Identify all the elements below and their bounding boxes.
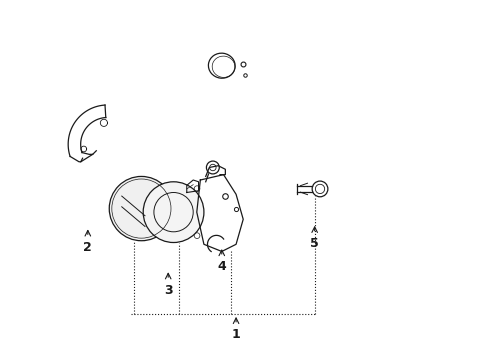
Text: 2: 2 bbox=[83, 241, 92, 254]
Text: 4: 4 bbox=[218, 260, 226, 273]
Text: 3: 3 bbox=[164, 284, 172, 297]
Circle shape bbox=[109, 176, 173, 241]
Circle shape bbox=[143, 182, 204, 243]
Text: 5: 5 bbox=[310, 237, 319, 250]
Text: 1: 1 bbox=[232, 328, 241, 341]
